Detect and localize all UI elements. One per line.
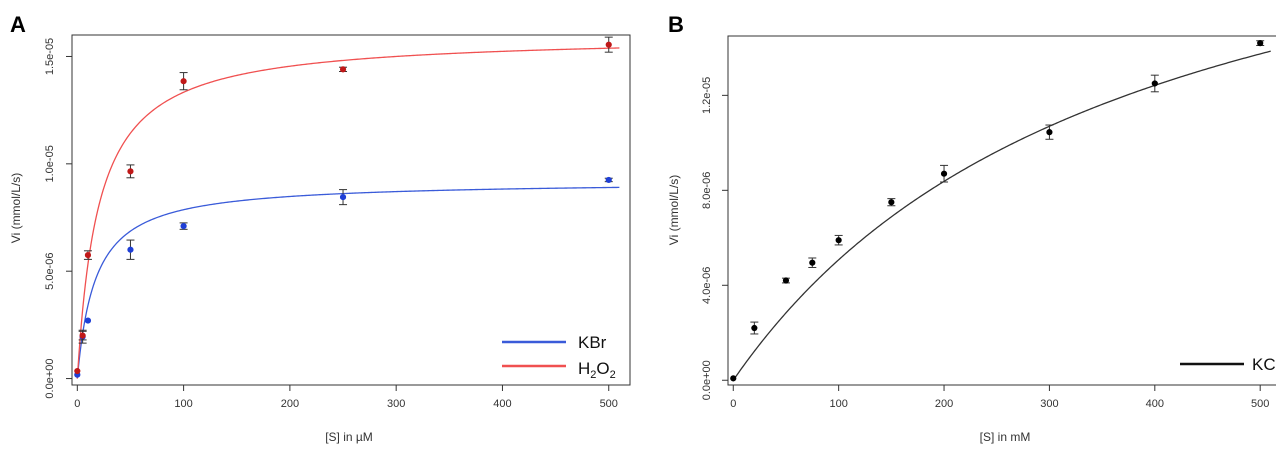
panel-a-fit-curve-h2o2 [76,47,620,379]
panel-b-y-tick-label: 4.0e-06 [701,267,713,304]
panel-a: A 0 100 200 300 400 500 0.0e+00 5.0e-06 1.0e-05… [9,12,631,444]
panel-a-legend: KBr H2O2 [502,333,616,381]
panel-b-x-tick-label: 100 [829,398,847,410]
panel-a-y-tick-label: 0.0e+00 [44,359,56,399]
panel-a-x-tick-label: 300 [387,398,405,410]
panel-a-x-axis-label: [S] in µM [325,430,373,444]
panel-b-fit-curve-kc [732,50,1271,381]
legend-kc-label: KC [1252,355,1276,374]
panel-a-data-point-h2o2 [79,332,86,339]
legend-kbr-label: KBr [578,333,607,352]
panel-b-data-point-kc [1046,129,1053,136]
panel-a-x-tick-label: 500 [600,398,618,410]
panel-a-y-tick-label: 1.5e-05 [44,38,56,75]
panel-b-y-tick-label: 1.2e-05 [701,77,713,114]
panel-b-plot-frame [727,35,1276,386]
panel-b-data-point-kc [835,237,842,244]
panel-b-y-tick-label: 0.0e+00 [701,360,713,400]
panel-a-label: A [10,12,26,37]
panel-a-data-point-kbr [127,246,134,253]
panel-a-plot-frame [71,34,631,386]
panel-b-x-tick-label: 0 [730,398,736,410]
panel-b-legend: KC [1180,355,1276,374]
panel-b-data-point-kc [1257,40,1264,47]
panel-b-data-point-kc [751,324,758,332]
panel-b-data-point-kc [809,259,816,266]
panel-a-data-point-h2o2 [84,251,92,259]
panel-b-x-axis-label: [S] in mM [980,430,1031,444]
panel-b-x-tick-label: 300 [1040,398,1058,410]
panel-b-data-point-kc [888,199,895,206]
panel-b-x-tick-label: 500 [1251,398,1269,410]
panel-a-data-point-h2o2 [74,367,81,375]
panel-b-data-point-kc [940,170,948,177]
panel-a-data-point-kbr [84,317,92,324]
panel-a-y-tick-label: 1.0e-05 [44,145,56,182]
panel-a-x-tick-label: 400 [493,398,511,410]
panel-a-data-point-h2o2 [127,168,134,175]
panel-a-data-point-kbr [605,176,612,184]
panel-a-x-tick-label: 100 [174,398,192,410]
panel-a-data-point-h2o2 [605,41,612,48]
panel-b: B 0 100 200 300 400 500 0.0e+00 4.0e-06 8.0e-06… [667,12,1276,444]
panel-a-data-point-kbr [339,194,347,201]
legend-h2o2-label: H2O2 [578,359,616,381]
panel-b-x-tick-label: 200 [935,398,953,410]
panel-b-x-tick-label: 400 [1146,398,1164,410]
panel-b-y-axis-label: Vi (mmol/L/s) [667,175,681,245]
panel-b-data-point-kc [730,375,737,382]
panel-a-y-tick-label: 5.0e-06 [44,253,56,290]
panel-b-data-point-kc [782,277,790,284]
panel-b-label: B [668,12,684,37]
panel-b-y-tick-label: 8.0e-06 [701,172,713,209]
panel-a-x-tick-label: 200 [281,398,299,410]
panel-a-data-point-h2o2 [339,66,347,73]
panel-b-data-point-kc [1151,80,1158,87]
panel-a-data-point-h2o2 [180,78,187,85]
panel-a-x-tick-label: 0 [74,398,80,410]
panel-a-y-axis-label: Vi (mmol/L/s) [9,173,23,243]
panel-a-fit-curve-kbr [76,186,620,379]
panel-a-data-point-kbr [180,223,187,230]
